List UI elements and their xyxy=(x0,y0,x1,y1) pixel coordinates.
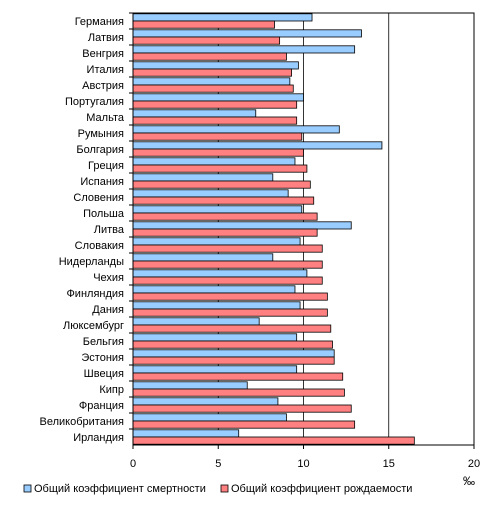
bar-birth xyxy=(132,436,415,445)
category-label: Португалия xyxy=(65,96,124,108)
bars xyxy=(132,13,415,445)
category-label: Швеция xyxy=(84,368,124,380)
bar-mortality xyxy=(132,301,301,310)
bar-birth xyxy=(132,404,352,413)
x-tick-label: 5 xyxy=(215,458,221,470)
bar-mortality xyxy=(132,45,356,54)
category-label: Австрия xyxy=(82,80,124,92)
bar-mortality xyxy=(132,397,279,406)
bar-birth xyxy=(132,212,318,221)
category-label: Эстония xyxy=(81,352,124,364)
bar-birth xyxy=(132,292,328,301)
legend-swatch-mortality xyxy=(23,484,32,493)
legend-swatch-birth xyxy=(220,484,229,493)
bar-mortality xyxy=(132,77,291,86)
bar-mortality xyxy=(132,269,308,278)
category-label: Латвия xyxy=(88,32,124,44)
category-label: Румыния xyxy=(78,128,124,140)
bar-birth xyxy=(132,180,311,189)
bar-mortality xyxy=(132,237,301,246)
bar-mortality xyxy=(132,93,304,102)
bar-birth xyxy=(132,420,356,429)
category-label: Словакия xyxy=(75,240,124,252)
x-axis-unit: ‰ xyxy=(463,474,475,488)
category-labels: Германия Латвия Венгрия Италия Австрия Португ… xyxy=(40,12,133,444)
bar-birth xyxy=(132,132,303,141)
bar-birth xyxy=(132,148,304,157)
category-label: Болгария xyxy=(76,144,124,156)
legend-label-mortality: Общий коэффициент смертности xyxy=(34,483,206,495)
category-label: Бельгия xyxy=(83,336,124,348)
bar-mortality xyxy=(132,125,340,134)
bar-mortality xyxy=(132,141,383,150)
bar-mortality xyxy=(132,221,352,230)
x-axis-ticks: 0 5 10 15 20 xyxy=(130,445,480,470)
bar-mortality xyxy=(132,381,248,390)
bar-birth xyxy=(132,52,287,61)
category-label: Дания xyxy=(92,304,124,316)
bar-mortality xyxy=(132,317,260,326)
bar-mortality xyxy=(132,13,313,22)
bar-birth xyxy=(132,388,345,397)
bar-birth xyxy=(132,308,328,317)
category-label: Греция xyxy=(88,160,124,172)
category-label: Великобритания xyxy=(40,416,125,428)
bar-birth xyxy=(132,36,281,45)
category-label: Кипр xyxy=(99,384,124,396)
bar-mortality xyxy=(132,333,298,342)
bar-birth xyxy=(132,84,294,93)
bar-birth xyxy=(132,116,298,125)
category-label: Финляндия xyxy=(66,288,124,300)
bar-birth xyxy=(132,164,308,173)
bar-birth xyxy=(132,100,298,109)
category-label: Словения xyxy=(73,192,124,204)
bar-birth xyxy=(132,260,323,269)
category-label: Люксембург xyxy=(63,320,124,332)
bar-mortality xyxy=(132,349,335,358)
bar-mortality xyxy=(132,253,274,262)
bar-birth xyxy=(132,372,344,381)
bar-birth xyxy=(132,196,315,205)
bar-mortality xyxy=(132,189,289,198)
bar-birth xyxy=(132,356,335,365)
x-tick-label: 20 xyxy=(468,458,480,470)
category-label: Испания xyxy=(80,176,124,188)
category-label: Литва xyxy=(94,224,125,236)
bar-birth xyxy=(132,244,323,253)
category-label: Италия xyxy=(87,64,125,76)
bar-mortality xyxy=(132,109,257,118)
category-label: Франция xyxy=(79,400,124,412)
category-label: Польша xyxy=(83,208,125,220)
bar-mortality xyxy=(132,365,298,374)
bar-birth xyxy=(132,20,275,29)
bar-mortality xyxy=(132,29,362,38)
category-label: Ирландия xyxy=(73,432,124,444)
bar-birth xyxy=(132,324,332,333)
bar-birth xyxy=(132,228,318,237)
category-label: Германия xyxy=(75,16,124,28)
x-tick-label: 0 xyxy=(130,458,136,470)
bar-mortality xyxy=(132,413,287,422)
category-label: Нидерланды xyxy=(59,256,124,268)
bar-mortality xyxy=(132,429,240,438)
x-tick-label: 15 xyxy=(383,458,395,470)
legend-label-birth: Общий коэффициент рождаемости xyxy=(231,483,412,495)
category-label: Чехия xyxy=(93,272,124,284)
bar-mortality xyxy=(132,157,296,166)
category-label: Венгрия xyxy=(82,48,124,60)
bar-birth xyxy=(132,340,333,349)
x-tick-label: 10 xyxy=(297,458,309,470)
bar-birth xyxy=(132,68,292,77)
legend: Общий коэффициент смертности Общий коэфф… xyxy=(23,483,412,495)
bar-mortality xyxy=(132,173,274,182)
bar-mortality xyxy=(132,285,296,294)
bar-birth xyxy=(132,276,323,285)
bar-mortality xyxy=(132,61,299,70)
category-label: Мальта xyxy=(86,112,125,124)
bar-mortality xyxy=(132,205,303,214)
